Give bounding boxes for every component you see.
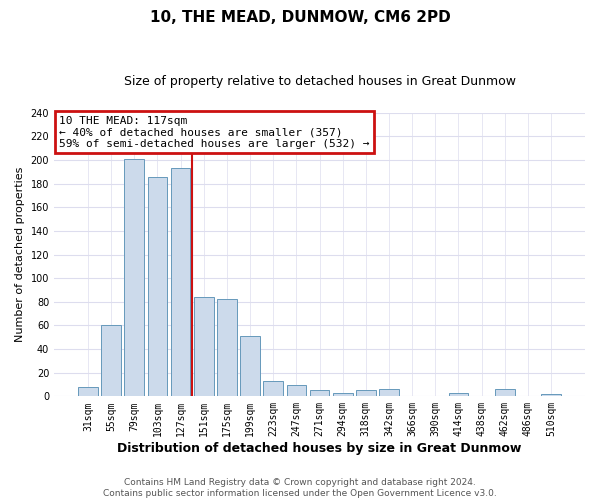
- Y-axis label: Number of detached properties: Number of detached properties: [15, 167, 25, 342]
- Bar: [333, 393, 353, 396]
- Bar: [310, 390, 329, 396]
- Bar: [148, 176, 167, 396]
- Title: Size of property relative to detached houses in Great Dunmow: Size of property relative to detached ho…: [124, 75, 515, 88]
- Bar: [541, 394, 561, 396]
- Bar: [217, 300, 237, 396]
- Bar: [449, 393, 468, 396]
- Bar: [379, 389, 399, 396]
- Bar: [78, 387, 98, 396]
- Bar: [101, 326, 121, 396]
- Text: 10, THE MEAD, DUNMOW, CM6 2PD: 10, THE MEAD, DUNMOW, CM6 2PD: [149, 10, 451, 25]
- Text: Contains HM Land Registry data © Crown copyright and database right 2024.
Contai: Contains HM Land Registry data © Crown c…: [103, 478, 497, 498]
- X-axis label: Distribution of detached houses by size in Great Dunmow: Distribution of detached houses by size …: [118, 442, 522, 455]
- Bar: [194, 297, 214, 396]
- Bar: [495, 389, 515, 396]
- Text: 10 THE MEAD: 117sqm
← 40% of detached houses are smaller (357)
59% of semi-detac: 10 THE MEAD: 117sqm ← 40% of detached ho…: [59, 116, 370, 149]
- Bar: [171, 168, 190, 396]
- Bar: [287, 384, 306, 396]
- Bar: [356, 390, 376, 396]
- Bar: [240, 336, 260, 396]
- Bar: [263, 381, 283, 396]
- Bar: [124, 159, 144, 396]
